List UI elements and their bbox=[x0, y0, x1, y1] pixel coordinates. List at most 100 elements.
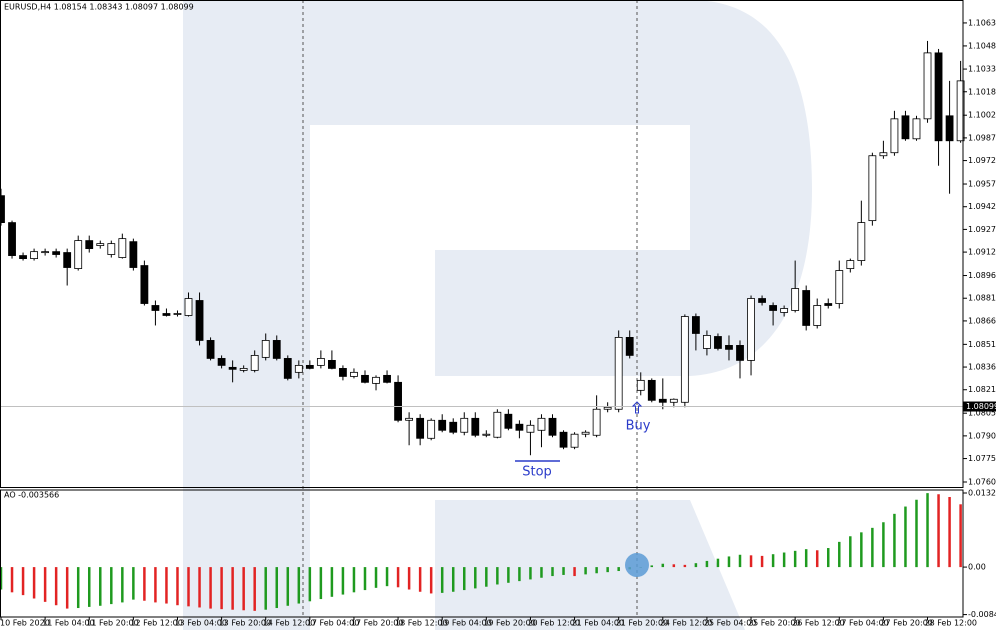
candle-body bbox=[228, 366, 237, 370]
candle-body bbox=[824, 303, 833, 306]
candle-body bbox=[725, 345, 733, 350]
candle-body bbox=[372, 376, 380, 384]
y-tick-label: 1.07905 bbox=[968, 431, 996, 440]
highlight bbox=[625, 553, 649, 577]
x-tick-label: 13 Feb 04:00 bbox=[174, 619, 226, 628]
buy-arrow bbox=[631, 401, 643, 414]
candle-body bbox=[151, 305, 160, 311]
candle-body bbox=[747, 298, 755, 361]
x-tick-label: 14 Feb 12:00 bbox=[263, 619, 315, 628]
candle-body bbox=[96, 243, 105, 246]
y-tick-label: 1.09420 bbox=[968, 202, 996, 211]
candle-body bbox=[669, 398, 678, 403]
candle-body bbox=[680, 316, 689, 403]
candle-body bbox=[74, 240, 83, 269]
candle-body bbox=[802, 290, 811, 326]
x-tick-label: 19 Feb 04:00 bbox=[439, 619, 491, 628]
candle-body bbox=[85, 240, 94, 250]
candle-body bbox=[835, 270, 844, 304]
candle-body bbox=[614, 337, 623, 410]
candle-body bbox=[570, 433, 579, 448]
candle-body bbox=[846, 260, 855, 269]
candle-body bbox=[504, 413, 513, 429]
candle-body bbox=[758, 298, 766, 303]
candle-body bbox=[912, 118, 921, 140]
x-tick-label: 12 Feb 12:00 bbox=[130, 619, 182, 628]
x-tick-label: 21 Feb 20:00 bbox=[616, 619, 668, 628]
candle-body bbox=[603, 406, 612, 410]
candle-body bbox=[383, 374, 391, 383]
candle-body bbox=[239, 368, 248, 371]
x-tick-label: 27 Feb 04:00 bbox=[836, 619, 888, 628]
candle-body bbox=[460, 417, 469, 433]
candle-body bbox=[780, 308, 789, 313]
candle-body bbox=[769, 305, 777, 311]
candle-body bbox=[217, 358, 226, 366]
x-tick-label: 11 Feb 04:00 bbox=[42, 619, 94, 628]
candle-body bbox=[63, 252, 72, 268]
x-tick-label: 27 Feb 20:00 bbox=[880, 619, 932, 628]
x-tick-label: 21 Feb 04:00 bbox=[572, 619, 624, 628]
candle-body bbox=[449, 421, 458, 433]
y-tick-label: 0.013215 bbox=[968, 488, 996, 497]
y-tick-label: 1.10180 bbox=[968, 87, 996, 96]
x-tick-label: 26 Feb 12:00 bbox=[792, 619, 844, 628]
candle-body bbox=[195, 300, 204, 341]
candle-body bbox=[8, 222, 16, 256]
candle-body bbox=[294, 364, 303, 373]
candle-body bbox=[305, 364, 314, 369]
watermark bbox=[183, 0, 812, 630]
candle-body bbox=[592, 408, 601, 436]
candle-body bbox=[361, 374, 369, 383]
candle-body bbox=[526, 424, 535, 433]
candle-body bbox=[162, 313, 171, 316]
candle-body bbox=[901, 115, 910, 140]
candle-body bbox=[482, 433, 491, 436]
y-tick-label: 1.08965 bbox=[968, 271, 996, 280]
candle-body bbox=[184, 298, 193, 316]
candle-body bbox=[934, 52, 943, 142]
y-tick-label: 1.09120 bbox=[968, 248, 996, 257]
y-tick-label: 0.00 bbox=[968, 563, 986, 572]
candle-body bbox=[206, 340, 215, 359]
y-tick-label: 1.07755 bbox=[968, 454, 996, 463]
candle-body bbox=[283, 358, 292, 379]
candle-body bbox=[107, 243, 116, 255]
candle-body bbox=[515, 423, 524, 431]
indicator-title: AO -0.003566 bbox=[4, 491, 59, 500]
y-tick-label: -0.008469 bbox=[968, 610, 996, 619]
candle-body bbox=[471, 417, 480, 436]
candle-body bbox=[272, 340, 281, 359]
candle-body bbox=[956, 80, 965, 142]
candle-body bbox=[691, 316, 700, 334]
y-tick-label: 1.09725 bbox=[968, 156, 996, 165]
x-tick-label: 24 Feb 12:00 bbox=[660, 619, 712, 628]
candle-body bbox=[703, 335, 711, 349]
candle-body bbox=[350, 371, 358, 377]
candle-body bbox=[405, 417, 414, 421]
candle-body bbox=[52, 251, 61, 255]
x-tick-label: 25 Feb 04:00 bbox=[704, 619, 756, 628]
candle-body bbox=[140, 265, 149, 304]
x-tick-label: 17 Feb 20:00 bbox=[351, 619, 403, 628]
x-tick-label: 13 Feb 20:00 bbox=[219, 619, 271, 628]
annotation: Stop bbox=[522, 465, 552, 480]
x-tick-label: 10 Feb 2020 bbox=[0, 619, 50, 628]
y-tick-label: 1.08665 bbox=[968, 316, 996, 325]
y-tick-label: 1.10330 bbox=[968, 65, 996, 74]
candle-body bbox=[879, 152, 888, 157]
last-price-box bbox=[963, 401, 996, 412]
candle-body bbox=[581, 431, 590, 435]
y-tick-label: 1.10635 bbox=[968, 18, 996, 27]
candle-body bbox=[857, 222, 866, 261]
candle-body bbox=[890, 118, 899, 154]
x-tick-label: 28 Feb 12:00 bbox=[925, 619, 977, 628]
y-tick-label: 1.08210 bbox=[968, 385, 996, 394]
y-tick-label: 1.08055 bbox=[968, 409, 996, 418]
candle-body bbox=[316, 358, 325, 366]
candle-body bbox=[813, 305, 822, 326]
y-tick-label: 1.08815 bbox=[968, 294, 996, 303]
candle-body bbox=[30, 251, 38, 259]
candle-body bbox=[118, 238, 127, 258]
